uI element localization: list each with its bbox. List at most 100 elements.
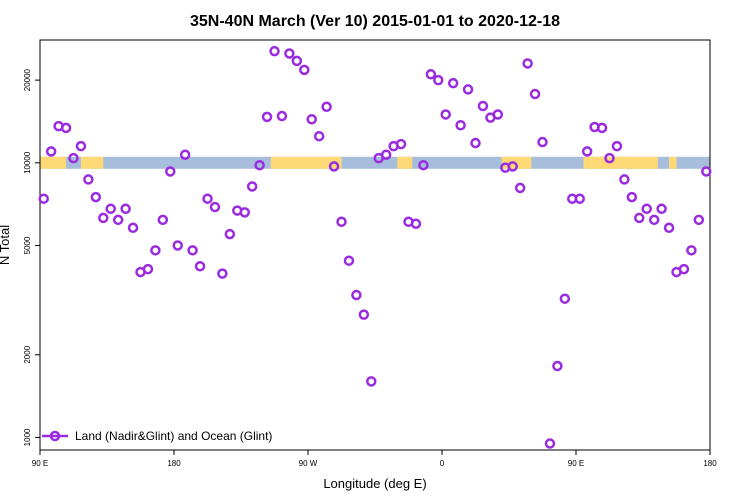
legend: Land (Nadir&Glint) and Ocean (Glint): [42, 429, 272, 443]
data-point: [552, 360, 563, 372]
data-point: [98, 212, 109, 224]
data-point: [246, 181, 258, 192]
data-point: [343, 255, 355, 266]
land-band-segment: [40, 156, 67, 169]
data-point: [693, 214, 705, 226]
data-point: [455, 120, 466, 131]
data-point: [410, 218, 422, 229]
data-point: [150, 245, 161, 256]
data-point: [306, 114, 317, 125]
data-point: [380, 149, 392, 160]
data-point: [544, 438, 556, 449]
y-tick-label: 2000: [23, 345, 32, 363]
data-point: [269, 45, 280, 57]
y-tick-label: 10000: [23, 151, 32, 174]
data-point: [447, 77, 459, 89]
data-point: [477, 100, 489, 112]
data-point: [574, 193, 585, 204]
legend-marker: [49, 430, 61, 442]
data-point: [299, 64, 310, 76]
data-point: [611, 140, 623, 152]
data-point: [351, 289, 362, 301]
data-point: [90, 191, 102, 203]
data-point: [112, 214, 124, 226]
data-point: [634, 212, 645, 224]
data-point: [581, 146, 593, 157]
data-point: [418, 159, 429, 171]
surface-band: [40, 156, 710, 169]
data-point: [529, 88, 541, 100]
data-point: [224, 228, 236, 240]
data-point: [187, 245, 198, 256]
data-point: [157, 214, 169, 226]
data-point: [366, 376, 377, 387]
land-band-segment: [583, 156, 658, 169]
data-point: [276, 110, 288, 122]
data-point: [440, 109, 451, 120]
y-tick-label: 20000: [23, 68, 32, 91]
data-point: [239, 207, 250, 218]
land-band-segment: [669, 156, 677, 169]
data-point: [336, 216, 347, 228]
data-point: [75, 140, 87, 152]
data-point: [604, 152, 615, 164]
data-point: [492, 109, 504, 120]
data-point: [254, 159, 265, 171]
data-point: [619, 174, 630, 185]
data-point: [291, 55, 303, 67]
data-point: [522, 58, 533, 69]
legend-entry-label: Land (Nadir&Glint) and Ocean (Glint): [75, 429, 272, 443]
land-band-segment: [80, 156, 104, 169]
land-band-segment: [397, 156, 413, 169]
data-point: [470, 137, 481, 149]
data-point: [179, 149, 191, 160]
data-point: [127, 222, 139, 234]
data-point: [514, 182, 526, 194]
data-point: [663, 222, 675, 234]
data-point: [507, 161, 518, 172]
data-point: [105, 203, 116, 215]
data-point: [358, 309, 370, 320]
data-point: [656, 203, 667, 215]
data-point: [120, 203, 131, 215]
data-point: [217, 268, 228, 279]
data-point: [321, 101, 332, 112]
x-tick-label: 180: [703, 459, 717, 468]
data-point: [165, 166, 176, 177]
data-point: [328, 161, 340, 172]
data-point: [261, 111, 273, 123]
data-point: [202, 193, 213, 204]
data-point: [425, 69, 437, 80]
data-point: [172, 240, 183, 251]
y-tick-label: 5000: [23, 236, 32, 254]
data-point: [395, 138, 407, 150]
data-point: [142, 263, 154, 275]
data-point: [678, 263, 690, 275]
x-tick-label: 90 W: [299, 459, 318, 468]
data-point: [537, 136, 548, 148]
plot-frame: [39, 39, 711, 451]
data-point: [284, 48, 295, 59]
data-point: [701, 166, 712, 177]
x-tick-label: 90 E: [32, 459, 48, 468]
y-tick-label: 1000: [23, 428, 32, 446]
x-axis-label: Longitude (deg E): [323, 476, 426, 491]
data-point: [45, 146, 57, 157]
x-axis: 90 E 180 90 W 0 90 E 180: [32, 450, 717, 468]
data-point: [38, 193, 49, 204]
data-point: [433, 74, 444, 86]
x-tick-label: 180: [167, 459, 181, 468]
data-points: [38, 45, 712, 449]
land-band-segment: [270, 156, 342, 169]
data-point: [559, 293, 571, 304]
data-point: [209, 201, 221, 213]
ocean-band: [40, 156, 710, 169]
data-point: [194, 261, 206, 272]
data-point: [462, 84, 474, 95]
x-tick-label: 90 E: [568, 459, 584, 468]
data-point: [60, 122, 72, 134]
y-axis: 1000 2000 5000 10000 20000: [23, 68, 40, 446]
x-tick-label: 0: [440, 459, 445, 468]
y-axis-label: N Total: [0, 225, 12, 265]
